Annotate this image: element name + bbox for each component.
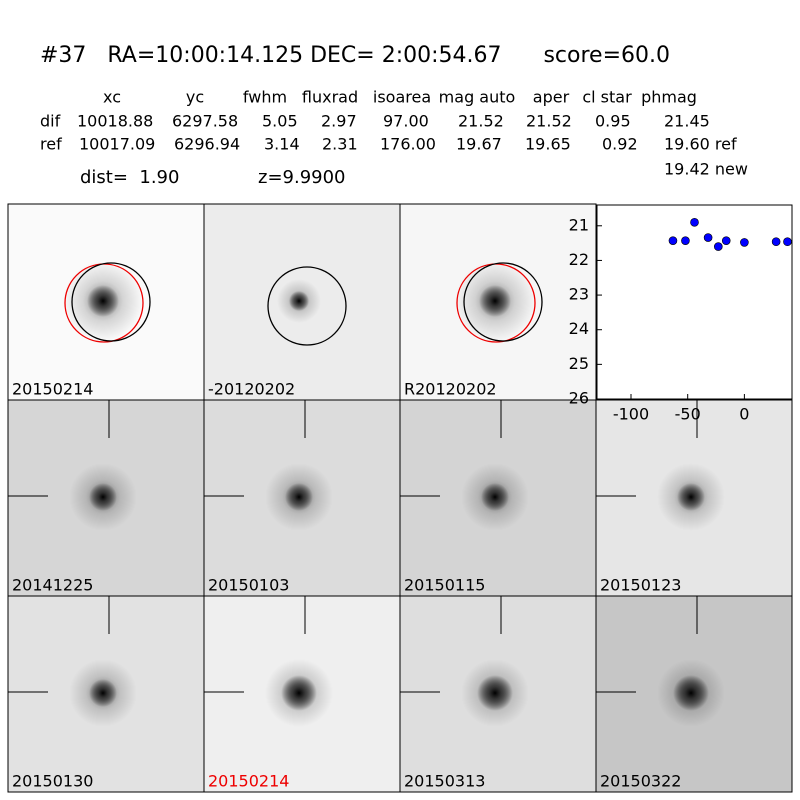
stamp-source bbox=[677, 483, 705, 511]
x-tick-label: -50 bbox=[675, 405, 701, 424]
cell: 21.52 bbox=[458, 112, 504, 131]
point bbox=[668, 236, 678, 245]
y-tick-label: 21 bbox=[569, 215, 589, 234]
column-header: fluxrad bbox=[302, 88, 358, 107]
aperture-circle bbox=[267, 266, 347, 346]
stamp-source bbox=[479, 285, 511, 317]
cell: 19.60 ref bbox=[664, 135, 737, 154]
redshift: z=9.9900 bbox=[258, 167, 346, 188]
cell: 0.95 bbox=[595, 112, 631, 131]
aperture-circle bbox=[71, 262, 151, 342]
stamp-source bbox=[289, 291, 309, 311]
stamp-label: 20150103 bbox=[208, 576, 289, 595]
point bbox=[771, 237, 781, 247]
row-label: dif bbox=[40, 112, 61, 131]
cell: 6297.58 bbox=[172, 112, 238, 131]
point bbox=[681, 236, 690, 245]
cell: 19.65 bbox=[525, 135, 571, 154]
point bbox=[783, 237, 792, 247]
row-label: ref bbox=[40, 135, 62, 154]
cell: 97.00 bbox=[383, 112, 429, 131]
stamp-source bbox=[481, 483, 509, 511]
point bbox=[714, 242, 723, 251]
point bbox=[740, 238, 749, 247]
stamp-source bbox=[89, 483, 117, 511]
point bbox=[721, 236, 731, 245]
column-header: xc bbox=[103, 88, 121, 107]
cell: 10018.88 bbox=[77, 112, 153, 131]
stamp-source bbox=[89, 679, 117, 707]
stamp-source bbox=[673, 675, 709, 711]
stamp-label: R20120202 bbox=[404, 380, 497, 399]
column-header: isoarea bbox=[373, 88, 431, 107]
cell: 176.00 bbox=[380, 135, 436, 154]
cell: 2.31 bbox=[322, 135, 358, 154]
cell: 10017.09 bbox=[79, 135, 155, 154]
cell: 6296.94 bbox=[174, 135, 240, 154]
column-header: mag auto bbox=[439, 88, 516, 107]
aperture-circle bbox=[463, 262, 543, 342]
stamp-label: 20150115 bbox=[404, 576, 485, 595]
column-header: yc bbox=[186, 88, 204, 107]
column-header: phmag bbox=[641, 88, 697, 107]
y-tick-label: 22 bbox=[569, 250, 589, 269]
x-tick-label: 0 bbox=[739, 405, 749, 424]
cell: 21.52 bbox=[526, 112, 572, 131]
point bbox=[690, 218, 699, 227]
stamp-label: 20150322 bbox=[600, 772, 681, 791]
stamp-label: 20150123 bbox=[600, 576, 681, 595]
y-tick-label: 26 bbox=[569, 389, 589, 408]
title: #37 RA=10:00:14.125 DEC= 2:00:54.67 scor… bbox=[40, 43, 670, 68]
stamp-label: 20150130 bbox=[12, 772, 93, 791]
y-tick-label: 24 bbox=[569, 319, 589, 338]
stamp-source bbox=[87, 285, 119, 317]
cell: 3.14 bbox=[264, 135, 300, 154]
plot-area bbox=[596, 204, 793, 400]
y-tick-label: 23 bbox=[569, 285, 589, 304]
cell: 2.97 bbox=[321, 112, 357, 131]
x-tick-label: -100 bbox=[613, 405, 649, 424]
cell: 21.45 bbox=[664, 112, 710, 131]
stamp-label: 20150214 bbox=[12, 380, 93, 399]
column-header: aper bbox=[533, 88, 570, 107]
y-tick-label: 25 bbox=[569, 354, 589, 373]
stamp-label: -20120202 bbox=[208, 380, 295, 399]
phmag-new: 19.42 new bbox=[664, 160, 748, 179]
cell: 19.67 bbox=[456, 135, 502, 154]
dist: dist= 1.90 bbox=[80, 167, 179, 188]
column-header: cl star bbox=[582, 88, 632, 107]
stamp-label: 20141225 bbox=[12, 576, 93, 595]
stamp-source bbox=[285, 483, 313, 511]
stamp-label: 20150214 bbox=[208, 772, 289, 791]
cell: 0.92 bbox=[602, 135, 638, 154]
stamp-label: 20150313 bbox=[404, 772, 485, 791]
cell: 5.05 bbox=[262, 112, 298, 131]
stamp-source bbox=[281, 675, 317, 711]
stamp-source bbox=[477, 675, 513, 711]
column-header: fwhm bbox=[243, 88, 287, 107]
point bbox=[703, 233, 713, 242]
